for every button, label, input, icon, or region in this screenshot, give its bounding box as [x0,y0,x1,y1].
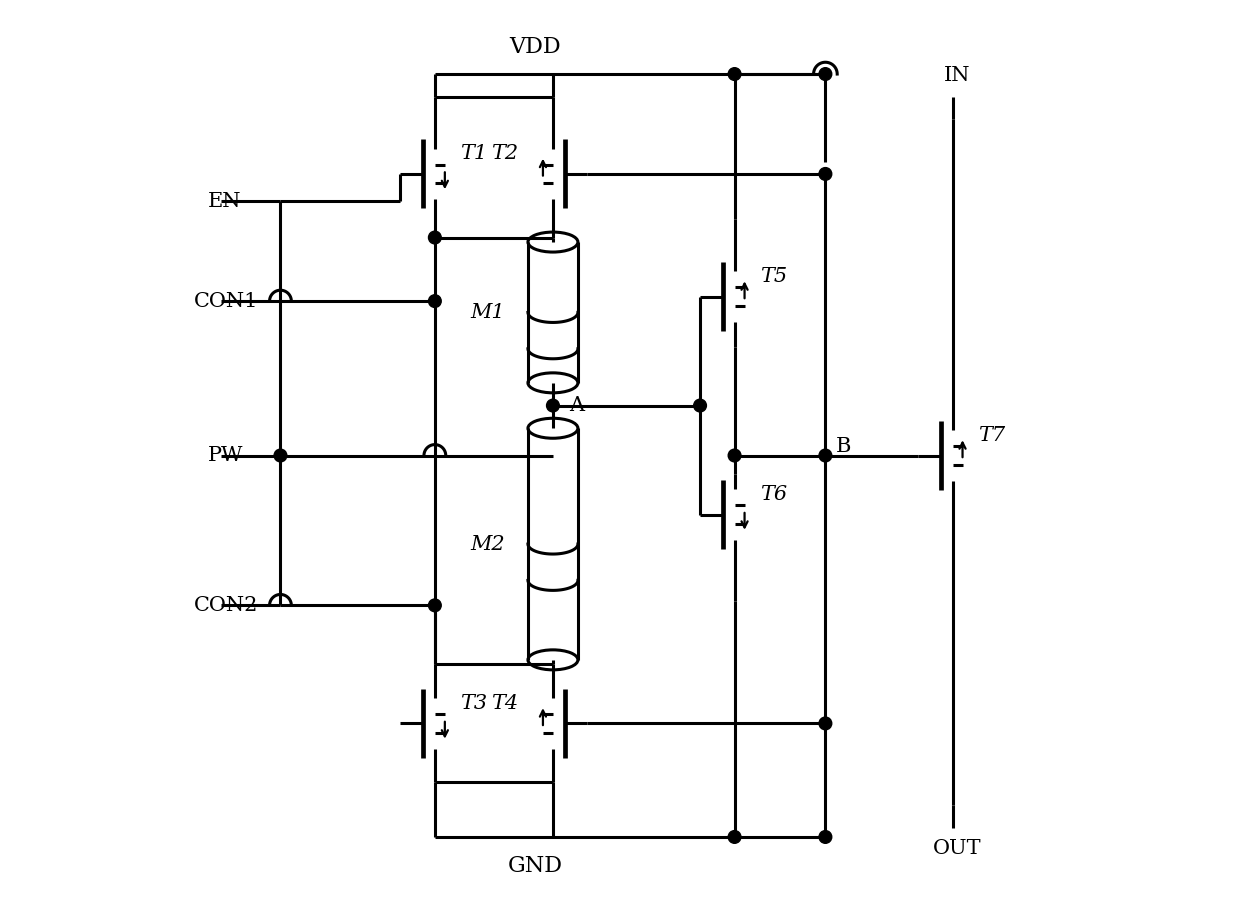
Text: GND: GND [507,855,562,877]
Text: T2: T2 [491,145,518,163]
Circle shape [729,67,741,80]
Circle shape [729,831,741,844]
Circle shape [694,399,707,412]
Text: A: A [570,396,584,415]
Text: CON1: CON1 [194,292,259,311]
Text: T1: T1 [460,145,487,163]
Text: T6: T6 [760,485,787,504]
Circle shape [546,399,560,412]
Circle shape [819,717,832,730]
Text: OUT: OUT [933,839,981,858]
Text: IN: IN [943,67,970,86]
Text: T5: T5 [760,267,787,286]
Circle shape [429,231,441,244]
Circle shape [819,168,832,180]
Circle shape [819,449,832,462]
Circle shape [819,831,832,844]
Circle shape [819,67,832,80]
Circle shape [429,295,441,307]
Text: M2: M2 [471,535,506,554]
Text: EN: EN [208,191,242,210]
Text: M1: M1 [471,303,506,322]
Text: CON2: CON2 [194,596,259,615]
Circle shape [274,449,287,462]
Text: B: B [836,437,852,456]
Text: VDD: VDD [509,36,561,57]
Circle shape [729,449,741,462]
Text: T7: T7 [978,426,1005,445]
Circle shape [429,599,441,611]
Text: T4: T4 [491,694,518,713]
Text: T3: T3 [460,694,487,713]
Text: PW: PW [208,446,243,465]
